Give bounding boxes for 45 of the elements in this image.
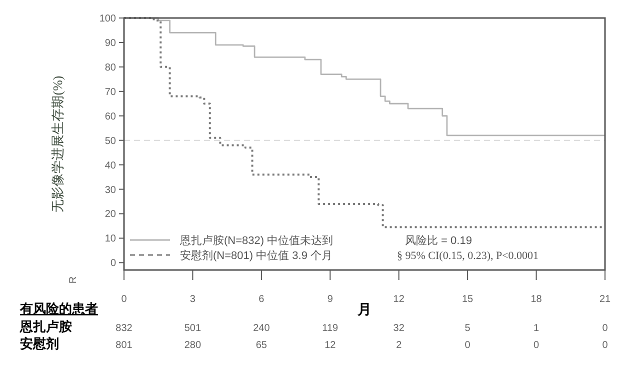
text: 0 bbox=[464, 340, 471, 351]
y-tick-label: 40 bbox=[104, 160, 116, 172]
y-tick-label: 80 bbox=[104, 62, 116, 74]
text: 恩扎卢胺 bbox=[19, 319, 72, 334]
annotation: 风险比 = 0.19 bbox=[405, 234, 472, 247]
y-tick-label: 70 bbox=[104, 86, 116, 98]
y-tick-label: 0 bbox=[110, 258, 116, 270]
text: 240 bbox=[253, 323, 270, 334]
x-tick-label: 9 bbox=[327, 294, 334, 305]
text: 有风险的患者 bbox=[19, 301, 98, 316]
text: R bbox=[68, 276, 79, 284]
x-tick-label: 0 bbox=[121, 294, 128, 305]
x-tick-label: 21 bbox=[599, 294, 611, 305]
y-tick-label: 30 bbox=[104, 184, 116, 196]
y-tick-label: 20 bbox=[104, 209, 116, 220]
legend-label: 恩扎卢胺(N=832) 中位值未达到 bbox=[179, 234, 334, 247]
text: 2 bbox=[396, 340, 402, 351]
x-tick-label: 15 bbox=[462, 294, 474, 305]
text: 501 bbox=[184, 323, 202, 334]
x-tick-label: 3 bbox=[190, 294, 196, 305]
y-tick-label: 90 bbox=[104, 38, 116, 49]
x-tick-label: 6 bbox=[258, 294, 265, 305]
text: 65 bbox=[256, 340, 268, 351]
text: 5 bbox=[464, 323, 471, 334]
y-tick-label: 60 bbox=[104, 111, 116, 122]
y-tick-label: 50 bbox=[104, 136, 116, 147]
annotation: § 95% CI(0.15, 0.23), P<0.0001 bbox=[397, 250, 539, 262]
text: 119 bbox=[322, 323, 339, 334]
text: 801 bbox=[116, 340, 133, 351]
x-tick-label: 18 bbox=[530, 294, 542, 305]
text: 0 bbox=[534, 340, 540, 351]
text: 1 bbox=[534, 323, 540, 334]
text: 832 bbox=[116, 323, 133, 334]
text: 12 bbox=[324, 340, 336, 351]
text: 0 bbox=[602, 340, 608, 351]
text: 32 bbox=[393, 323, 405, 334]
legend-label: 安慰剂(N=801) 中位值 3.9 个月 bbox=[180, 248, 333, 262]
text: 280 bbox=[184, 340, 202, 351]
y-tick-label: 10 bbox=[104, 234, 116, 245]
x-tick-label: 12 bbox=[393, 294, 405, 305]
text: 0 bbox=[602, 323, 608, 334]
text: 安慰剂 bbox=[20, 336, 59, 351]
x-axis-title: 月 bbox=[356, 301, 372, 317]
y-tick-label: 100 bbox=[99, 14, 116, 24]
y-axis-title: 无影像学进展生存期(%) bbox=[50, 76, 65, 212]
